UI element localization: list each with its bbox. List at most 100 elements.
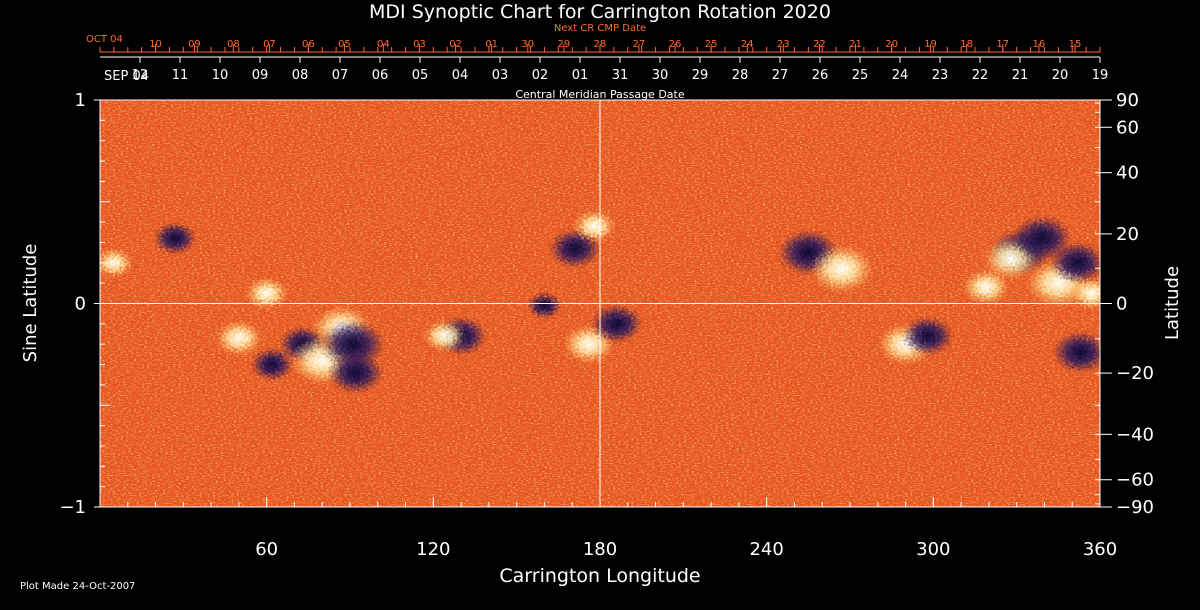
cmp-tick-label: 03 [492,68,509,83]
sine-latitude-axis: 1 0 −1 [59,90,110,518]
bottom-tick-label: 120 [416,539,450,560]
right-tick-label: 60 [1116,117,1139,138]
next-cr-tick-label: 02 [449,39,462,50]
cmp-tick-label: 11 [172,68,189,83]
cmp-tick-label: 06 [372,68,389,83]
next-cr-tick-label: 21 [849,39,862,50]
cmp-date-axis: SEP 04 Central Meridian Passage Date 12 1… [100,56,1109,101]
right-tick-label: −20 [1116,363,1154,384]
left-tick-label: −1 [59,497,86,518]
bottom-tick-label: 300 [916,539,950,560]
next-cr-tick-label: 20 [885,39,898,50]
bottom-tick-label: 180 [583,539,617,560]
negative-region [1050,242,1100,284]
next-cr-tick-label: 27 [633,39,646,50]
cmp-tick-label: 25 [852,68,869,83]
next-cr-tick-label: 30 [521,39,534,50]
left-tick-label: 0 [75,294,86,315]
next-cr-tick-label: 10 [149,39,162,50]
right-tick-label: 40 [1116,163,1139,184]
cmp-tick-label: 07 [332,68,349,83]
cmp-tick-label: 29 [692,68,709,83]
next-cr-tick-label: 28 [594,39,607,50]
longitude-axis: 60 120 180 240 300 360 [127,497,1117,560]
cmp-tick-label: 28 [732,68,749,83]
negative-region [527,292,562,319]
cmp-tick-label: 08 [292,68,309,83]
bottom-tick-label: 240 [749,539,783,560]
cmp-tick-label: 20 [1052,68,1069,83]
cmp-tick-label: 19 [1092,68,1109,83]
latitude-axis: 90 60 40 20 0 −20 −40 −60 −90 [1095,90,1154,518]
right-tick-label: −40 [1116,424,1154,445]
next-cr-tick-label: 05 [338,39,351,50]
right-tick-label: 20 [1116,224,1139,245]
negative-region [327,351,384,394]
y-axis-label-right: Latitude [1162,266,1183,340]
right-tick-label: 0 [1116,294,1127,315]
next-cr-tick-label: 26 [669,39,682,50]
positive-region [962,269,1010,305]
cmp-tick-label: 26 [812,68,829,83]
y-axis-label-left: Sine Latitude [20,244,41,363]
next-cr-start-label: OCT 04 [86,34,123,45]
next-cr-tick-label: 23 [777,39,790,50]
next-cr-axis-label: Next CR CMP Date [554,23,646,34]
negative-region [1052,331,1100,374]
next-cr-tick-label: 07 [263,39,276,50]
right-tick-label: −90 [1116,497,1154,518]
x-axis-label: Carrington Longitude [499,565,700,587]
next-cr-tick-label: 19 [924,39,937,50]
bottom-tick-label: 360 [1083,539,1117,560]
cmp-tick-label: 27 [772,68,789,83]
positive-region [1070,277,1100,310]
next-cr-tick-label: 29 [558,39,571,50]
next-cr-tick-label: 24 [741,39,754,50]
cmp-tick-label: 12 [132,68,149,83]
next-cr-axis: Next CR CMP Date OCT 04 10 09 08 07 06 05 04 03… [86,23,1101,53]
chart-title: MDI Synoptic Chart for Carrington Rotati… [369,1,831,23]
next-cr-tick-label: 01 [485,39,498,50]
cmp-tick-label: 23 [932,68,949,83]
negative-region [902,316,954,356]
right-tick-label: −60 [1116,470,1154,491]
negative-region [154,222,196,255]
positive-region [573,210,616,243]
cmp-tick-label: 10 [212,68,229,83]
right-tick-label: 90 [1116,90,1139,111]
left-tick-label: 1 [75,90,86,111]
cmp-tick-label: 24 [892,68,909,83]
negative-region [251,348,294,381]
positive-region [423,320,466,353]
positive-region [215,320,263,356]
bottom-tick-label: 60 [255,539,278,560]
cmp-tick-label: 02 [532,68,549,83]
cmp-tick-label: 01 [572,68,589,83]
cmp-tick-label: 22 [972,68,989,83]
positive-region [809,244,874,293]
cmp-tick-label: 31 [612,68,629,83]
next-cr-tick-label: 08 [227,39,240,50]
next-cr-tick-label: 17 [996,39,1009,50]
cmp-axis-label: Central Meridian Passage Date [515,88,684,101]
next-cr-tick-label: 15 [1069,39,1082,50]
plot-made-footer: Plot Made 24-Oct-2007 [20,581,135,592]
next-cr-tick-label: 22 [813,39,826,50]
positive-region [245,277,288,310]
next-cr-tick-label: 04 [377,39,390,50]
next-cr-tick-label: 03 [413,39,426,50]
negative-region [591,304,643,344]
next-cr-tick-label: 16 [1033,39,1046,50]
cmp-tick-label: 30 [652,68,669,83]
cmp-tick-label: 21 [1012,68,1029,83]
cmp-tick-label: 04 [452,68,469,83]
next-cr-tick-label: 06 [302,39,315,50]
next-cr-tick-label: 18 [960,39,973,50]
cmp-start-label: SEP 04 [104,69,149,84]
positive-region [100,248,133,278]
next-cr-tick-label: 09 [188,39,201,50]
active-regions [100,210,1100,394]
next-cr-tick-label: 25 [705,39,718,50]
cmp-tick-label: 09 [252,68,269,83]
